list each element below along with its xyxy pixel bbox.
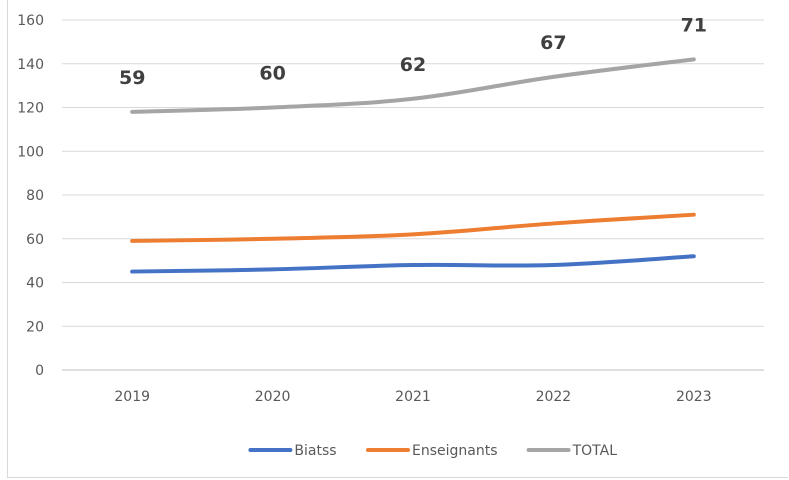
y-tick-label: 100	[17, 144, 44, 160]
legend-label: TOTAL	[572, 443, 618, 459]
legend-item-enseignants: Enseignants	[366, 443, 498, 459]
data-labels: 59 60 62 67 71	[119, 14, 707, 89]
x-axis-tick-labels: 2019 2020 2021 2022 2023	[114, 389, 711, 405]
series-line-enseignants	[130, 212, 696, 243]
y-tick-label: 20	[26, 319, 44, 335]
y-tick-label: 140	[17, 57, 44, 73]
data-label: 71	[681, 14, 707, 36]
legend-item-biatss: Biatss	[248, 443, 337, 459]
x-tick-label: 2021	[395, 389, 431, 405]
y-tick-label: 80	[26, 188, 44, 204]
y-tick-label: 160	[17, 13, 44, 29]
chart-frame	[7, 0, 788, 478]
series-line-biatss	[130, 254, 696, 274]
y-tick-label: 120	[17, 101, 44, 117]
y-tick-label: 60	[26, 232, 44, 248]
data-label: 67	[540, 32, 566, 54]
x-tick-label: 2023	[676, 389, 712, 405]
legend: Biatss Enseignants TOTAL	[248, 443, 618, 459]
legend-label: Enseignants	[412, 443, 498, 459]
series-lines	[130, 57, 696, 274]
data-label: 62	[400, 54, 426, 76]
x-tick-label: 2020	[255, 389, 291, 405]
data-label: 59	[119, 67, 145, 89]
y-axis-tick-labels: 0 20 40 60 80 100 120 140 160	[17, 13, 44, 379]
x-tick-label: 2022	[536, 389, 572, 405]
y-tick-label: 0	[35, 363, 44, 379]
legend-item-total: TOTAL	[526, 443, 618, 459]
y-tick-label: 40	[26, 276, 44, 292]
data-label: 60	[259, 63, 285, 85]
x-tick-label: 2019	[114, 389, 150, 405]
legend-label: Biatss	[294, 443, 336, 459]
